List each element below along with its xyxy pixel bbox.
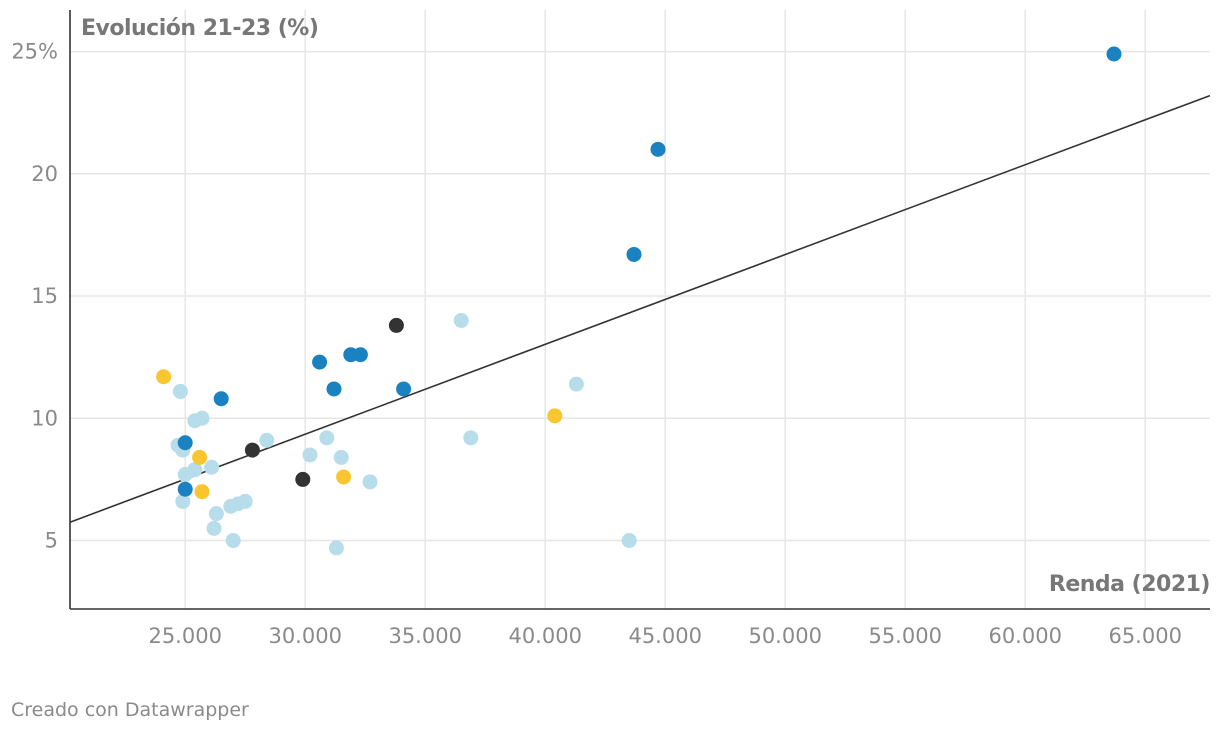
data-point[interactable] [225, 533, 241, 549]
data-point[interactable] [463, 430, 479, 446]
data-point[interactable] [206, 520, 222, 536]
series-yellow [156, 369, 563, 500]
y-tick-label: 25% [11, 40, 58, 64]
x-tick-label: 65.000 [1108, 624, 1181, 648]
trend-line [69, 94, 1211, 523]
axis-layer: 5 10 15 20 25% 25.000 30.000 35.000 40.000 45.000… [11, 10, 1210, 648]
y-tick-label: 10 [31, 406, 58, 430]
data-point[interactable] [621, 533, 637, 549]
points-layer [156, 46, 1122, 556]
datawrapper-credit: Creado con Datawrapper [11, 699, 249, 721]
data-point[interactable] [244, 442, 260, 458]
data-point[interactable] [312, 354, 328, 370]
y-tick-label: 5 [45, 529, 58, 553]
data-point[interactable] [326, 381, 342, 397]
data-point[interactable] [352, 347, 368, 363]
x-tick-label: 35.000 [388, 624, 461, 648]
data-point[interactable] [208, 506, 224, 522]
data-point[interactable] [302, 447, 318, 463]
data-point[interactable] [319, 430, 335, 446]
data-point[interactable] [1106, 46, 1122, 62]
x-tick-label: 50.000 [748, 624, 821, 648]
data-point[interactable] [177, 481, 193, 497]
data-point[interactable] [328, 540, 344, 556]
data-point[interactable] [362, 474, 378, 490]
data-point[interactable] [650, 141, 666, 157]
data-point[interactable] [172, 383, 188, 399]
data-point[interactable] [194, 410, 210, 426]
data-point[interactable] [204, 459, 220, 475]
data-point[interactable] [177, 435, 193, 451]
x-tick-label: 25.000 [148, 624, 221, 648]
data-point[interactable] [187, 462, 203, 478]
x-tick-label: 45.000 [628, 624, 701, 648]
x-tick-label: 40.000 [508, 624, 581, 648]
x-tick-label: 55.000 [868, 624, 941, 648]
data-point[interactable] [568, 376, 584, 392]
data-point[interactable] [453, 313, 469, 329]
data-point[interactable] [626, 246, 642, 262]
y-tick-label: 20 [31, 162, 58, 186]
data-point[interactable] [237, 493, 253, 509]
x-tick-label: 30.000 [268, 624, 341, 648]
x-axis-title: Renda (2021) [1049, 572, 1210, 597]
data-point[interactable] [194, 484, 210, 500]
data-point[interactable] [336, 469, 352, 485]
data-point[interactable] [192, 449, 208, 465]
series-dark-blue [177, 46, 1122, 497]
data-point[interactable] [175, 493, 191, 509]
data-point[interactable] [388, 317, 404, 333]
data-point[interactable] [156, 369, 172, 385]
data-point[interactable] [259, 432, 275, 448]
x-tick-label: 60.000 [988, 624, 1061, 648]
data-point[interactable] [295, 471, 311, 487]
series-black [244, 317, 404, 487]
data-point[interactable] [396, 381, 412, 397]
data-point[interactable] [213, 391, 229, 407]
y-tick-label: 15 [31, 284, 58, 308]
data-point[interactable] [547, 408, 563, 424]
series-light-blue [170, 313, 637, 556]
y-axis-title: Evolución 21-23 (%) [81, 16, 318, 41]
labels-layer: Evolución 21-23 (%) Renda (2021) [81, 16, 1211, 597]
trend-layer [69, 94, 1211, 523]
grid-layer [70, 10, 1210, 609]
data-point[interactable] [333, 449, 349, 465]
